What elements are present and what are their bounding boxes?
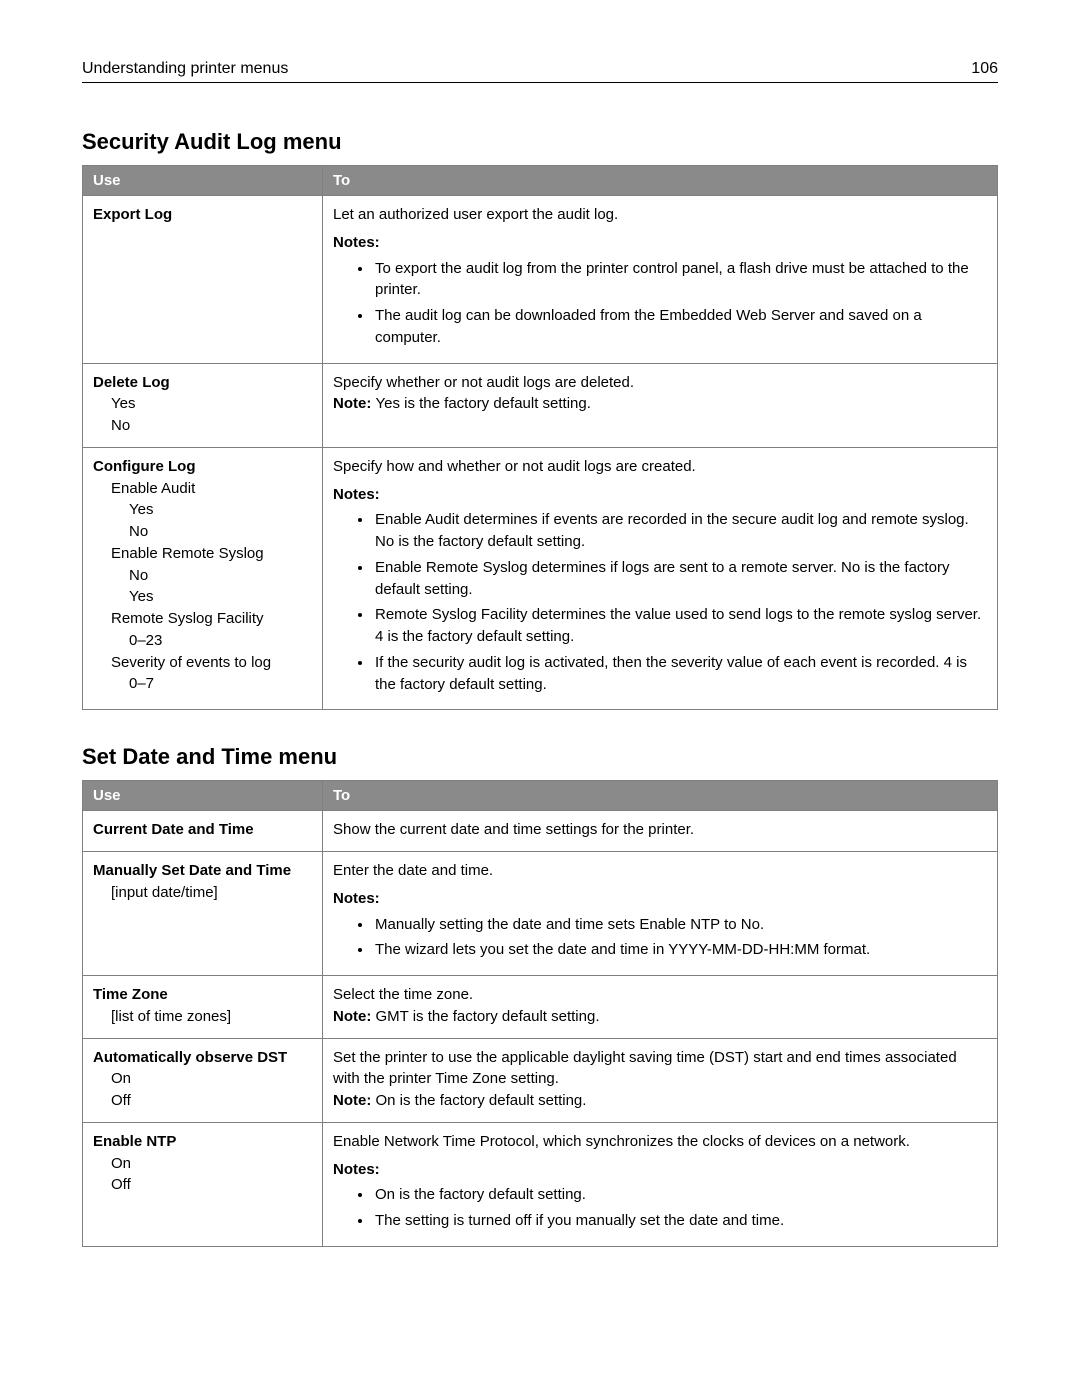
option-value: Off: [93, 1174, 312, 1196]
option-group: Enable Audit: [93, 478, 312, 500]
option-value: Off: [93, 1090, 312, 1112]
option-value: 0–23: [93, 630, 312, 652]
table-row: Enable NTP On Off Enable Network Time Pr…: [83, 1122, 998, 1246]
notes-list: Manually setting the date and time sets …: [333, 914, 987, 962]
option-title: Enable NTP: [93, 1133, 176, 1150]
option-value: Yes: [93, 393, 312, 415]
table-row: Current Date and Time Show the current d…: [83, 811, 998, 852]
page-number: 106: [971, 60, 998, 78]
option-value: No: [93, 521, 312, 543]
note-label: Note:: [333, 395, 376, 412]
page-header: Understanding printer menus 106: [82, 60, 998, 83]
option-title: Manually Set Date and Time: [93, 862, 291, 879]
list-item: If the security audit log is activated, …: [373, 652, 987, 696]
notes-label: Notes:: [333, 1159, 987, 1181]
description-text: Enable Network Time Protocol, which sync…: [333, 1133, 910, 1150]
notes-list: To export the audit log from the printer…: [333, 258, 987, 349]
option-value: On: [93, 1153, 312, 1175]
col-header-use: Use: [83, 166, 323, 196]
option-value: On: [93, 1068, 312, 1090]
note-text: Yes is the factory default setting.: [376, 395, 591, 412]
description-text: Set the printer to use the applicable da…: [333, 1049, 957, 1088]
description-text: Enter the date and time.: [333, 862, 493, 879]
table-row: Delete Log Yes No Specify whether or not…: [83, 363, 998, 447]
notes-list: Enable Audit determines if events are re…: [333, 509, 987, 695]
note-text: On is the factory default setting.: [376, 1092, 587, 1109]
col-header-to: To: [323, 166, 998, 196]
description-text: Show the current date and time settings …: [333, 821, 694, 838]
table-row: Configure Log Enable Audit Yes No Enable…: [83, 447, 998, 710]
list-item: Manually setting the date and time sets …: [373, 914, 987, 936]
table-row: Export Log Let an authorized user export…: [83, 196, 998, 364]
security-audit-log-table: Use To Export Log Let an authorized user…: [82, 165, 998, 710]
list-item: Enable Audit determines if events are re…: [373, 509, 987, 553]
option-title: Automatically observe DST: [93, 1049, 287, 1066]
note-label: Note:: [333, 1092, 376, 1109]
notes-label: Notes:: [333, 232, 987, 254]
note-text: GMT is the factory default setting.: [376, 1008, 600, 1025]
option-group: Remote Syslog Facility: [93, 608, 312, 630]
col-header-to: To: [323, 781, 998, 811]
note-label: Note:: [333, 1008, 376, 1025]
option-value: No: [93, 415, 312, 437]
description-text: Let an authorized user export the audit …: [333, 206, 618, 223]
section-title-set-date-time: Set Date and Time menu: [82, 744, 998, 770]
description-text: Select the time zone.: [333, 986, 473, 1003]
option-value: Yes: [93, 499, 312, 521]
section-title-security-audit: Security Audit Log menu: [82, 129, 998, 155]
table-row: Time Zone [list of time zones] Select th…: [83, 976, 998, 1039]
option-group: Severity of events to log: [93, 652, 312, 674]
option-value: [input date/time]: [93, 882, 312, 904]
set-date-time-table: Use To Current Date and Time Show the cu…: [82, 780, 998, 1247]
option-title: Time Zone: [93, 986, 168, 1003]
notes-label: Notes:: [333, 484, 987, 506]
option-value: Yes: [93, 586, 312, 608]
option-title: Configure Log: [93, 458, 195, 475]
option-title: Export Log: [93, 206, 172, 223]
list-item: To export the audit log from the printer…: [373, 258, 987, 302]
table-row: Manually Set Date and Time [input date/t…: [83, 852, 998, 976]
notes-list: On is the factory default setting. The s…: [333, 1184, 987, 1232]
list-item: Enable Remote Syslog determines if logs …: [373, 557, 987, 601]
list-item: The audit log can be downloaded from the…: [373, 305, 987, 349]
list-item: The wizard lets you set the date and tim…: [373, 939, 987, 961]
table-row: Automatically observe DST On Off Set the…: [83, 1038, 998, 1122]
description-text: Specify how and whether or not audit log…: [333, 458, 696, 475]
option-title: Delete Log: [93, 374, 170, 391]
list-item: Remote Syslog Facility determines the va…: [373, 604, 987, 648]
page: Understanding printer menus 106 Security…: [0, 0, 1080, 1397]
notes-label: Notes:: [333, 888, 987, 910]
option-value: [list of time zones]: [93, 1006, 312, 1028]
list-item: The setting is turned off if you manuall…: [373, 1210, 987, 1232]
col-header-use: Use: [83, 781, 323, 811]
option-group: Enable Remote Syslog: [93, 543, 312, 565]
list-item: On is the factory default setting.: [373, 1184, 987, 1206]
option-title: Current Date and Time: [93, 821, 254, 838]
header-title: Understanding printer menus: [82, 60, 288, 78]
option-value: 0–7: [93, 673, 312, 695]
option-value: No: [93, 565, 312, 587]
description-text: Specify whether or not audit logs are de…: [333, 374, 634, 391]
